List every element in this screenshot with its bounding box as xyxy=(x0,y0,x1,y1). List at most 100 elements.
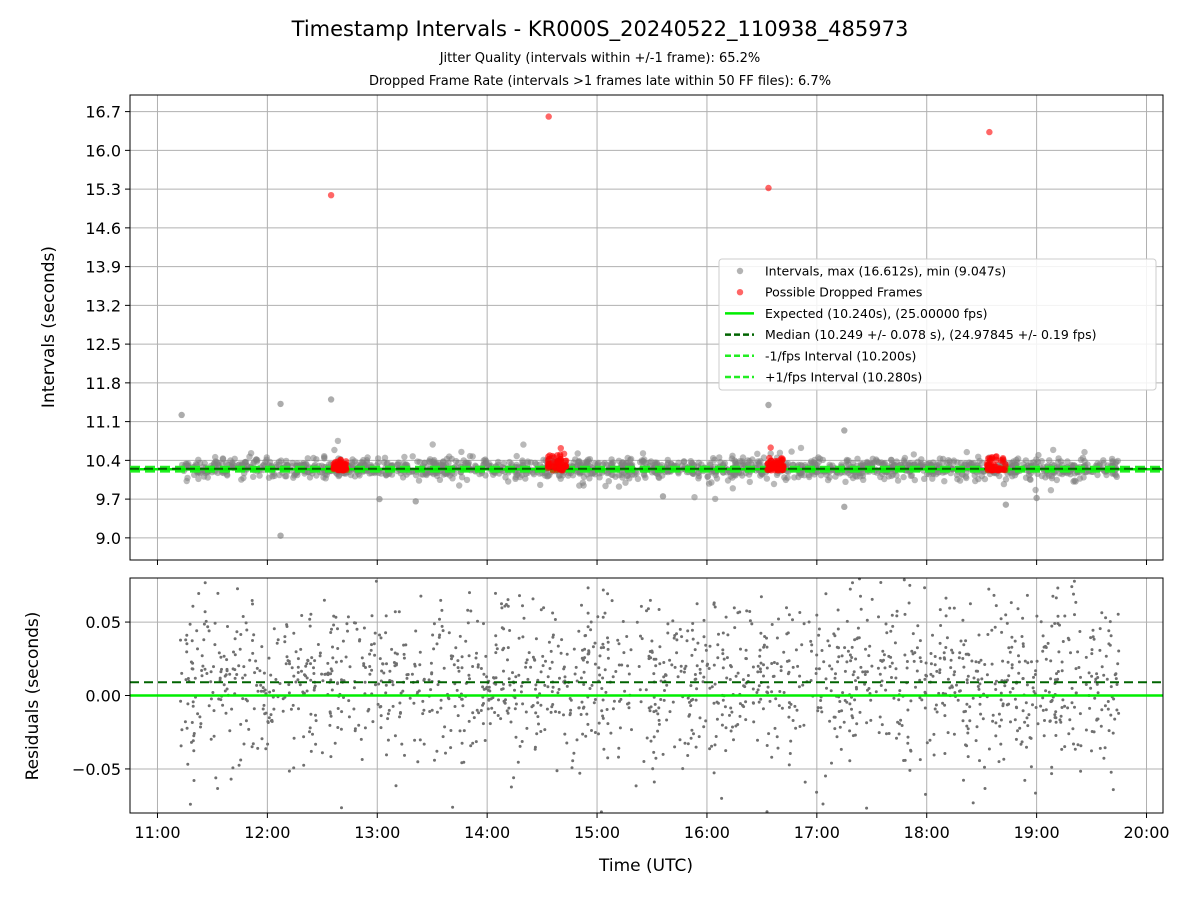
residual-point xyxy=(202,638,206,642)
residual-point xyxy=(865,721,869,725)
residual-point xyxy=(798,611,802,614)
residual-point xyxy=(347,715,351,719)
residual-point xyxy=(999,742,1003,746)
residual-point xyxy=(998,724,1002,728)
residual-point xyxy=(300,614,304,617)
residual-point xyxy=(829,689,833,693)
residual-point xyxy=(775,662,779,666)
interval-point xyxy=(466,452,474,460)
residual-point xyxy=(539,608,543,612)
x-tick-label: 11:00 xyxy=(134,823,180,842)
residual-point xyxy=(952,732,956,736)
residual-point xyxy=(235,630,239,634)
residual-point xyxy=(1056,670,1060,673)
intervals-y-label: Intervals (seconds) xyxy=(39,246,59,408)
residual-point xyxy=(449,654,453,658)
residual-point xyxy=(390,647,394,651)
residual-point xyxy=(606,656,610,660)
residual-point xyxy=(253,671,257,675)
residual-point xyxy=(1102,673,1106,677)
residual-point xyxy=(482,702,485,705)
residual-point xyxy=(715,717,719,721)
interval-outlier-point xyxy=(1033,494,1040,502)
residual-point xyxy=(689,704,693,708)
residual-point xyxy=(309,712,313,716)
residual-point xyxy=(854,657,858,661)
residual-point xyxy=(185,726,189,730)
residual-point xyxy=(630,728,633,732)
residual-point xyxy=(1107,729,1111,733)
residual-point xyxy=(574,665,578,669)
residual-point xyxy=(397,610,401,614)
residual-point xyxy=(744,657,748,660)
residual-point xyxy=(597,666,601,670)
interval-point xyxy=(429,458,436,466)
residual-point xyxy=(738,702,742,706)
residual-point xyxy=(1035,614,1039,618)
residual-point xyxy=(302,735,306,739)
residual-point xyxy=(839,747,843,751)
residual-point xyxy=(334,660,338,664)
residual-point xyxy=(1098,627,1102,631)
residual-point xyxy=(985,673,989,677)
residual-point xyxy=(1084,728,1088,732)
residual-point xyxy=(943,714,947,718)
residual-point xyxy=(233,653,237,657)
residual-point xyxy=(346,615,350,619)
residual-point xyxy=(256,689,260,693)
residual-point xyxy=(693,673,697,676)
residual-point xyxy=(1017,654,1020,658)
residual-point xyxy=(1079,675,1082,679)
residual-point xyxy=(867,654,871,658)
residual-point xyxy=(503,604,507,608)
residual-point xyxy=(536,678,540,682)
residual-point xyxy=(994,688,998,691)
residual-point xyxy=(393,651,397,655)
residual-point xyxy=(938,656,942,660)
residual-point xyxy=(484,687,488,691)
intervals-y-tick-label: 11.1 xyxy=(85,413,121,432)
residual-point xyxy=(1095,672,1099,676)
residual-point xyxy=(961,719,965,723)
residual-point xyxy=(229,777,233,781)
interval-point xyxy=(739,460,746,467)
residual-point xyxy=(332,623,336,627)
interval-point xyxy=(1022,457,1030,464)
residual-point xyxy=(845,700,849,704)
residual-point xyxy=(500,606,504,610)
residual-point xyxy=(1036,722,1040,726)
dropped-frame-point xyxy=(775,459,782,467)
residual-point xyxy=(746,674,750,677)
residual-point xyxy=(657,718,661,722)
legend-marker xyxy=(736,267,744,275)
residual-point xyxy=(1021,642,1025,646)
interval-point xyxy=(439,458,447,466)
residual-point xyxy=(329,631,333,634)
residual-point xyxy=(256,746,260,750)
residual-point xyxy=(932,732,936,736)
residual-point xyxy=(923,690,927,694)
residual-point xyxy=(1072,742,1075,746)
residual-point xyxy=(292,674,296,678)
interval-point xyxy=(212,453,219,461)
residual-point xyxy=(534,637,538,641)
residual-point xyxy=(625,635,629,638)
residual-point xyxy=(885,631,889,635)
residual-point xyxy=(586,722,590,726)
residual-point xyxy=(758,648,762,652)
residual-point xyxy=(393,610,397,614)
residual-point xyxy=(284,662,288,666)
residual-point xyxy=(352,686,356,690)
residual-point xyxy=(1021,616,1025,620)
residual-point xyxy=(751,687,755,691)
residual-point xyxy=(848,759,852,763)
interval-point xyxy=(906,460,914,467)
residual-point xyxy=(276,638,280,642)
residual-point xyxy=(1017,671,1021,675)
residual-point xyxy=(714,735,718,738)
residual-point xyxy=(732,606,736,610)
interval-point xyxy=(383,460,390,468)
interval-point xyxy=(695,459,702,466)
interval-point xyxy=(615,483,623,490)
residual-point xyxy=(485,675,489,679)
